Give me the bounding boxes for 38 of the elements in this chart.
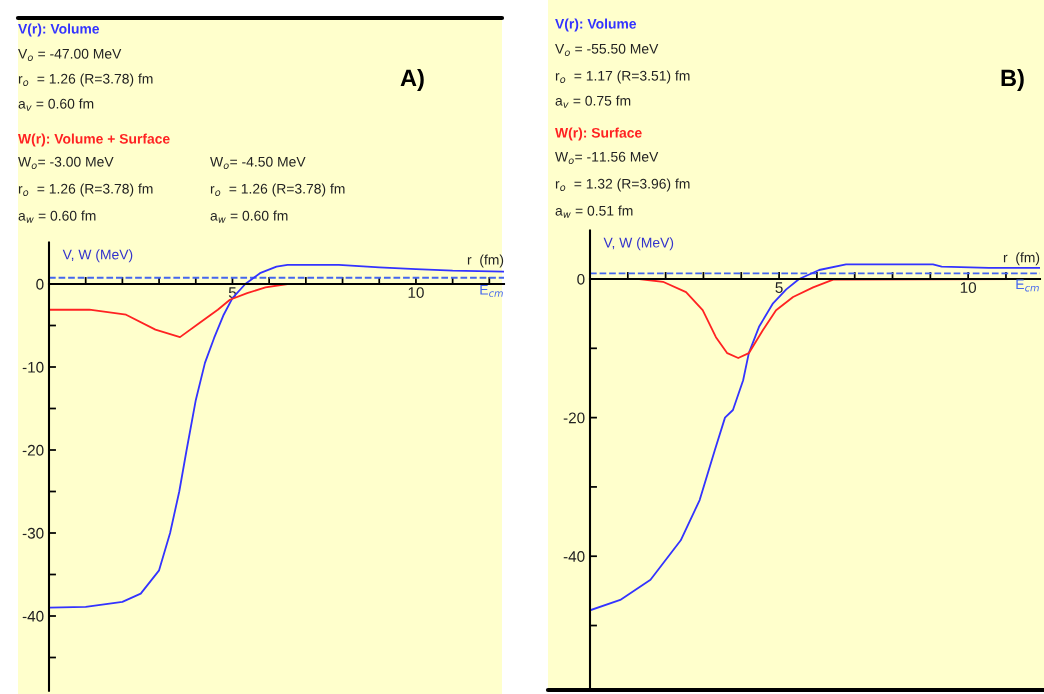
text: r$_{o}$ = 1.26 (R=3.78) fm: [18, 73, 153, 87]
ref-line-label: E$_{cm}$: [1016, 279, 1039, 292]
text: r$_{o}$ = 1.26 (R=3.78) fm: [210, 183, 345, 197]
text: r$_{o}$ = 1.26 (R=3.78) fm: [18, 183, 153, 197]
text: B): [1001, 69, 1024, 91]
text: r$_{o}$ = 1.32 (R=3.96) fm: [555, 178, 690, 192]
text: W$_{o}$= -4.50 MeV: [210, 156, 306, 169]
x-tick-label: 5: [775, 282, 783, 294]
y-tick-label: 0: [577, 273, 585, 285]
x-axis-title: r (fm): [1003, 252, 1040, 266]
text: V(r): Volume: [555, 18, 637, 32]
text: a$_{v}$ = 0.75 fm: [555, 95, 631, 108]
text: A): [400, 69, 424, 91]
text: a$_{w}$ = 0.60 fm: [210, 210, 288, 223]
y-tick-label: -20: [563, 412, 585, 424]
text: V$_{o}$ = -55.50 MeV: [555, 43, 659, 56]
text: W(r): Surface: [555, 127, 642, 141]
y-tick-label: -30: [22, 527, 44, 539]
x-tick-label: 10: [960, 282, 977, 294]
text: V$_{o}$ = -47.00 MeV: [18, 48, 122, 61]
text: a$_{w}$ = 0.51 fm: [555, 205, 633, 218]
y-tick-label: -20: [22, 444, 44, 456]
y-tick-label: -10: [22, 361, 44, 373]
ref-line-label: E$_{cm}$: [480, 284, 503, 297]
y-axis-title: V, W (MeV): [62, 249, 133, 263]
text: a$_{w}$ = 0.60 fm: [18, 210, 96, 223]
y-tick-label: -40: [22, 610, 44, 622]
text: r$_{o}$ = 1.17 (R=3.51) fm: [555, 70, 690, 84]
text: W$_{o}$= -3.00 MeV: [18, 156, 114, 169]
text: a$_{v}$ = 0.60 fm: [18, 98, 94, 111]
y-tick-label: 0: [36, 278, 44, 290]
text: W(r): Volume + Surface: [18, 133, 170, 147]
x-axis-title: r (fm): [467, 254, 504, 268]
text: W$_{o}$= -11.56 MeV: [555, 151, 659, 164]
y-axis-title: V, W (MeV): [603, 237, 674, 251]
text: V(r): Volume: [18, 23, 100, 37]
x-tick-label: 10: [408, 287, 424, 298]
y-tick-label: -40: [563, 551, 585, 562]
